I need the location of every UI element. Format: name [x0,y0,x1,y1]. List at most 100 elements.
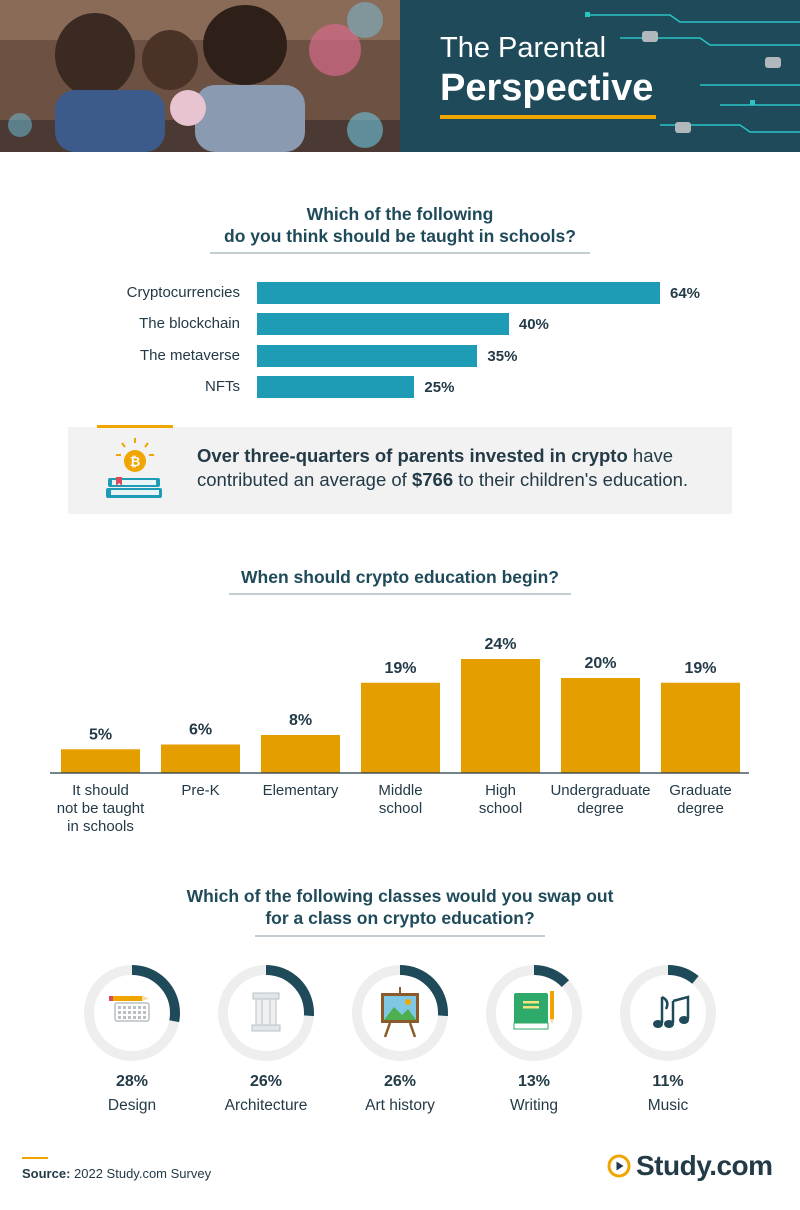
hbar-category-label: Cryptocurrencies [126,284,240,301]
donut-value-label: 26% [249,1073,283,1090]
source-note: Source: 2022 Study.com Survey [22,1166,211,1181]
section3-title-line1: Which of the following classes would you… [186,886,614,906]
vbar-category-line: not be taught [57,800,145,817]
vbar-bar [561,678,640,773]
donut-category-label: Music [647,1097,689,1114]
vbar-bar [661,682,740,773]
source-label: Source: [22,1166,71,1181]
vbar-category-line: High [485,782,516,799]
vbar-value-label: 6% [189,722,212,739]
vbar-category-line: in schools [67,818,134,835]
hbar-bar [257,282,660,304]
vbar-category-line: school [479,800,522,817]
music-notes-icon [653,995,690,1028]
vbar-bar [161,744,240,773]
donut-arc [218,965,314,1061]
vbar-category-line: degree [677,800,724,817]
hbar-bar [257,344,478,367]
vbar-category-line: degree [577,800,624,817]
donut-arc [352,965,448,1061]
vbar-category-label: Pre-K [181,782,219,799]
vbar-category-line: Elementary [263,782,339,799]
donut-category-label: Architecture [224,1097,308,1114]
source-text: 2022 Study.com Survey [70,1166,212,1181]
keyboard-pencil-icon [109,996,150,1022]
donut-category-label: Art history [365,1097,435,1114]
vbar-value-label: 24% [484,636,516,653]
bitcoin-books-icon: ₿ [106,438,162,498]
easel-painting-icon [381,987,419,1038]
donut-value-label: 26% [383,1073,417,1090]
callout-text: Over three-quarters of parents invested … [197,444,717,492]
donut-category-label: Design [107,1097,157,1114]
vbar-value-label: 19% [684,660,716,677]
vbar-category-label: Graduate degree [669,782,732,817]
hbar-value-label: 25% [424,378,455,396]
vbar-category-label: Elementary [263,782,339,799]
vbar-category-line: Graduate [669,782,732,799]
vbar-category-line: Middle [378,782,422,799]
callout-text-1: have contributed an average of [197,445,674,490]
vbar-category-label: Undergraduate degree [550,782,650,817]
vbar-category-line: school [379,800,422,817]
column-icon [251,992,281,1032]
hbar-category-label: The blockchain [139,315,240,333]
hbar-value-label: 40% [518,316,549,334]
vbar-category-label: High school [479,782,522,817]
logo-text: Study.com [636,1150,773,1181]
section1-title: Which of the following do you think shou… [0,203,800,247]
vbar-value-label: 8% [289,712,312,729]
vbar-value-label: 20% [584,655,616,672]
section3-title: Which of the following classes would you… [0,885,800,929]
donut-value-label: 28% [115,1073,149,1090]
donut-arc [620,965,716,1061]
vbar-category-line: Pre-K [181,782,219,799]
donut-arc [486,965,582,1061]
section3-title-rule [255,935,545,937]
vbar-category-label: It should not be taught in schools [57,782,145,835]
circuit-decoration [585,12,800,133]
callout-text-2: to their children's education. [453,469,689,490]
callout-accent [97,425,173,428]
title-underline [440,115,656,119]
vbar-category-line: It should [72,782,129,799]
hbar-category-label: The metaverse [139,346,240,364]
page-title-line2: Perspective [440,67,654,109]
donut-architecture [218,965,314,1061]
hbar-bar [257,313,509,336]
section2-title: When should crypto education begin? [241,567,559,587]
play-circle-icon [607,1154,631,1178]
vbar-bar [61,749,140,773]
hbar-value-label: 64% [670,285,701,302]
donut-value-label: 13% [517,1073,551,1090]
section1-title-line2: do you think should be taught in schools… [224,226,576,246]
section3-title-line2: for a class on crypto education? [265,908,535,928]
donut-music [620,965,716,1061]
callout-box [68,427,732,514]
family-photo [0,0,400,152]
vbar-bar [261,735,340,773]
header-banner: The Parental Perspective [0,0,800,152]
section1-title-line1: Which of the following [306,204,494,224]
callout-bold-2: $766 [411,469,454,490]
callout-bold-1: Over three-quarters of parents invested … [197,445,628,466]
page-title-line1: The Parental [440,32,607,64]
section1-title-rule [210,252,590,254]
vbar-bar [461,659,540,773]
donut-art-history [352,965,448,1061]
donut-arc [84,965,180,1061]
donut-category-label: Writing [510,1097,558,1114]
vbar-category-line: Undergraduate [550,782,650,799]
footer-accent [22,1157,48,1159]
book-pencil-icon [513,991,554,1030]
vbar-value-label: 5% [89,726,112,743]
study-logo[interactable]: Study.com [607,1148,773,1184]
donut-design [84,965,180,1061]
page-title: The Parental Perspective [440,30,653,110]
hbar-category-label: NFTs [205,377,240,395]
donut-value-label: 11% [652,1073,684,1090]
hbar-value-label: 35% [487,347,518,365]
vbar-value-label: 19% [384,660,416,677]
hbar-bar [257,375,415,398]
section2-title-rule [229,593,571,595]
